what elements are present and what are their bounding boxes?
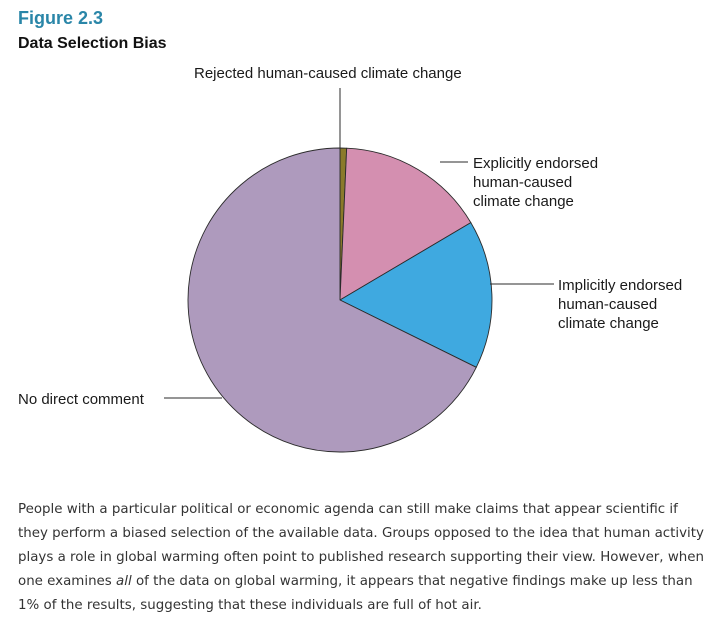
slice-labels: Rejected human-caused climate change Expl…: [18, 65, 682, 408]
caption-text-2: of the data on global warming, it appear…: [18, 574, 693, 613]
caption-emphasis: all: [116, 574, 132, 589]
pie-chart-svg: Rejected human-caused climate change Expl…: [18, 65, 682, 453]
figure-caption: People with a particular political or ec…: [18, 498, 708, 618]
pie-slice-implicitly-endorsed-human-caused-climate-change: [339, 222, 493, 368]
slice-label-line: No direct comment: [18, 391, 145, 408]
slice-label-no-direct-comment: No direct comment: [18, 391, 145, 408]
slice-label-rejected-human-caused-climate-change: Rejected human-caused climate change: [194, 65, 462, 82]
slice-label-implicitly-endorsed-human-caused-climate-change: Implicitly endorsed human-caused climate c…: [558, 277, 682, 332]
slice-label-line: human-caused: [473, 174, 572, 191]
slice-label-explicitly-endorsed-human-caused-climate-change: Explicitly endorsed human-caused climate c…: [473, 155, 598, 210]
pie-slice-no-direct-comment: [187, 147, 477, 453]
slice-label-line: climate change: [473, 193, 574, 210]
pie-slices: [187, 147, 493, 453]
pie-chart: Rejected human-caused climate change Expl…: [0, 60, 727, 480]
figure-title: Data Selection Bias: [18, 35, 167, 52]
pie-slice-explicitly-endorsed-human-caused-climate-change: [339, 147, 472, 301]
slice-label-line: Implicitly endorsed: [558, 277, 682, 294]
caption-text-1: People with a particular political or ec…: [18, 502, 704, 589]
slice-label-line: Explicitly endorsed: [473, 155, 598, 172]
slice-label-line: Rejected human-caused climate change: [194, 65, 462, 82]
figure-label: Figure 2.3: [18, 8, 104, 28]
slice-label-line: human-caused: [558, 296, 657, 313]
slice-label-line: climate change: [558, 315, 659, 332]
leader-lines: [164, 88, 554, 399]
